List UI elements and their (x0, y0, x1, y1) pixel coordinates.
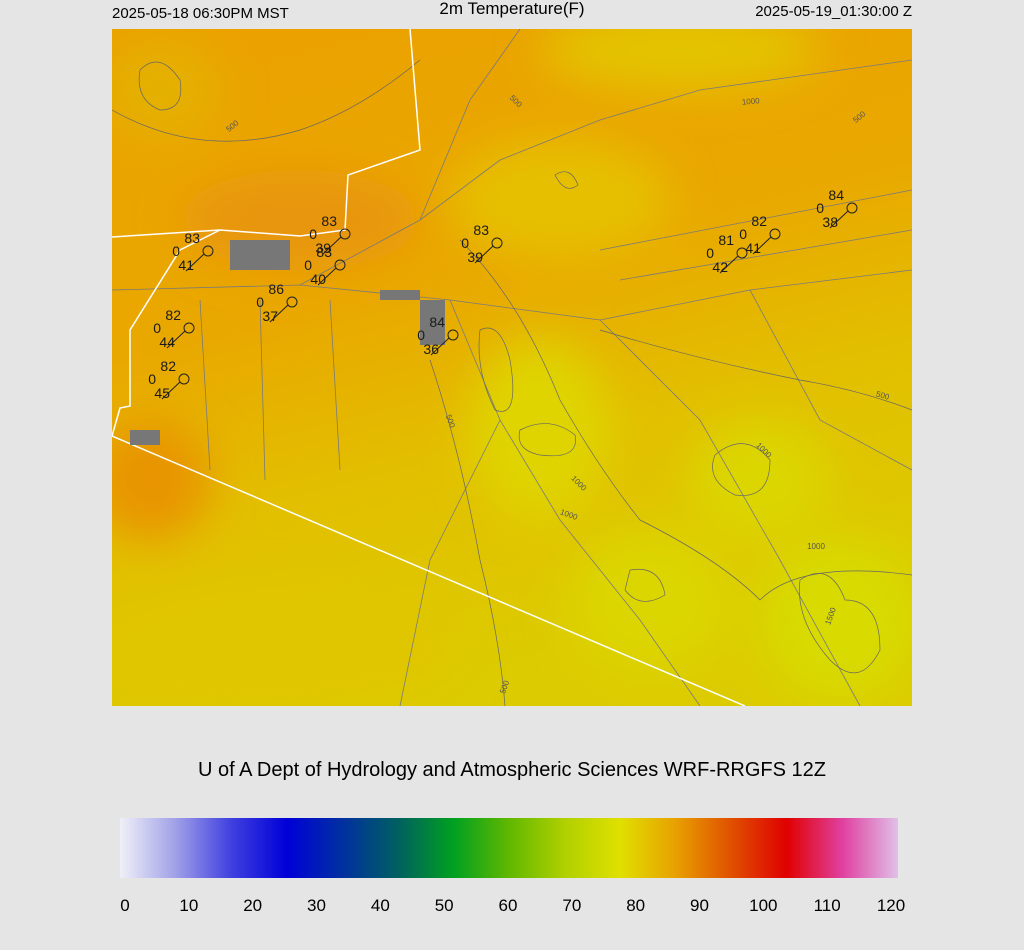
dewpoint: 39 (467, 249, 483, 265)
temperature: 82 (165, 307, 181, 323)
contour-label: 500 (875, 390, 891, 402)
contour-label: 1000 (742, 96, 761, 107)
colorbar-tick-label: 10 (179, 896, 198, 915)
station-plots: 8304183039830408603782044820458403683039… (148, 187, 858, 401)
temperature: 84 (828, 187, 844, 203)
dewpoint: 37 (262, 308, 278, 324)
dewpoint: 41 (745, 240, 761, 256)
contour-label: 500 (498, 679, 511, 695)
colorbar-tick-label: 100 (749, 896, 777, 915)
elevation-contours (112, 59, 912, 706)
colorbar-tick-label: 70 (562, 896, 581, 915)
border (112, 229, 221, 437)
wind-barb (317, 267, 337, 286)
wind-value: 0 (706, 245, 714, 261)
station-circle (334, 259, 346, 271)
valid-time-utc: 2025-05-19_01:30:00 Z (755, 3, 912, 20)
station-circle (202, 245, 214, 257)
temperature: 82 (751, 213, 767, 229)
valid-time-local: 2025-05-18 06:30PM MST (112, 5, 289, 22)
station-circle (183, 322, 195, 334)
dewpoint: 36 (423, 341, 439, 357)
wind-value: 0 (417, 327, 425, 343)
temperature: 83 (184, 230, 200, 246)
wind-value: 0 (172, 243, 180, 259)
wind-barb (474, 245, 494, 264)
international-border (112, 435, 746, 706)
station-circle (286, 296, 298, 308)
station-circle (769, 228, 781, 240)
wind-barb (752, 236, 772, 255)
station-circle (491, 237, 503, 249)
station-circle (846, 202, 858, 214)
temperature: 83 (473, 222, 489, 238)
colorbar-tick-label: 30 (307, 896, 326, 915)
temperature: 82 (160, 358, 176, 374)
map-title: 2m Temperature(F) (439, 0, 584, 18)
dewpoint: 38 (822, 214, 838, 230)
dewpoint: 39 (315, 240, 331, 256)
wind-barb (829, 210, 849, 229)
colorbar-tick-label: 40 (371, 896, 390, 915)
wind-value: 0 (304, 257, 312, 273)
wind-value: 0 (816, 200, 824, 216)
wind-value: 0 (153, 320, 161, 336)
urban-areas (130, 240, 445, 445)
temperature: 81 (718, 232, 734, 248)
colorbar-scale (120, 818, 898, 878)
wind-barb (430, 337, 450, 356)
colorbar-tick-label: 60 (499, 896, 518, 915)
temperature: 83 (316, 244, 332, 260)
colorbar-tick-label: 90 (690, 896, 709, 915)
colorbar: 0 10 20 30 40 50 60 70 80 90 100 110 120 (120, 818, 905, 915)
wind-barb (166, 330, 186, 349)
station-circle (447, 329, 459, 341)
temperature: 86 (268, 281, 284, 297)
dewpoint: 41 (178, 257, 194, 273)
wind-value: 0 (461, 235, 469, 251)
dewpoint: 44 (159, 334, 175, 350)
colorbar-tick-label: 0 (120, 896, 129, 915)
colorbar-tick-label: 80 (626, 896, 645, 915)
contour-label: 1000 (807, 542, 825, 551)
wind-barb (322, 236, 342, 255)
dewpoint: 40 (310, 271, 326, 287)
contour-label: 500 (444, 413, 457, 429)
temperature: 84 (429, 314, 445, 330)
colorbar-tick-label: 120 (877, 896, 905, 915)
credit: U of A Dept of Hydrology and Atmospheric… (198, 759, 826, 781)
dewpoint: 42 (712, 259, 728, 275)
temperature: 83 (321, 213, 337, 229)
wind-barb (161, 381, 181, 400)
station-circle (339, 228, 351, 240)
wind-value: 0 (256, 294, 264, 310)
station-circle (736, 247, 748, 259)
wind-barb (719, 255, 739, 274)
wind-value: 0 (309, 226, 317, 242)
colorbar-tick-label: 110 (814, 896, 841, 915)
wind-value: 0 (148, 371, 156, 387)
wind-value: 0 (739, 226, 747, 242)
colorbar-tick-label: 20 (243, 896, 262, 915)
dewpoint: 45 (154, 385, 170, 401)
wind-barb (269, 304, 289, 323)
colorbar-tick-label: 50 (435, 896, 454, 915)
station-circle (178, 373, 190, 385)
wind-barb (185, 253, 205, 272)
